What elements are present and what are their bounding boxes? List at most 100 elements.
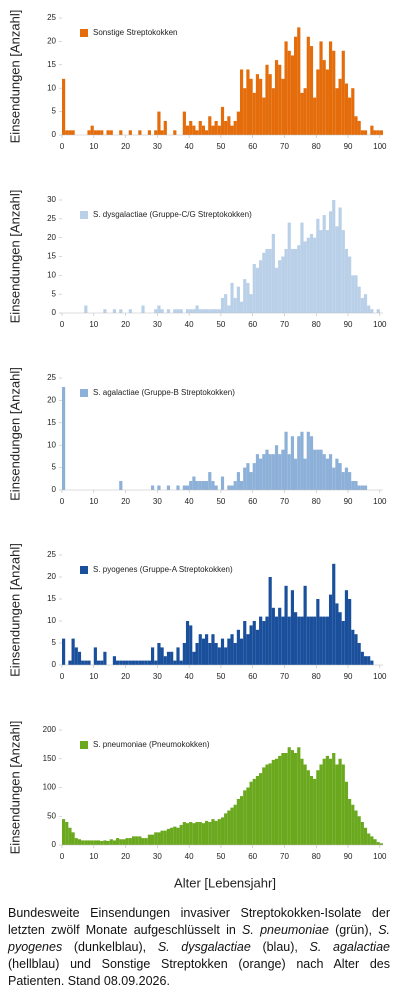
- bar: [195, 130, 199, 135]
- bar: [290, 750, 295, 845]
- bar: [185, 309, 190, 313]
- bar: [74, 647, 78, 665]
- bar: [290, 436, 295, 490]
- bar: [185, 823, 190, 845]
- legend-swatch: [80, 211, 88, 219]
- x-tick-label: 100: [373, 672, 387, 681]
- bar: [287, 222, 291, 313]
- bar: [96, 130, 101, 135]
- y-tick-label: 20: [47, 572, 56, 581]
- bar: [249, 472, 253, 490]
- bar: [265, 449, 269, 490]
- bar: [62, 386, 66, 490]
- bar: [306, 431, 310, 490]
- bar: [328, 594, 333, 665]
- x-tick-label: 60: [248, 497, 257, 506]
- bar: [294, 458, 298, 490]
- bar: [71, 832, 75, 845]
- bar: [227, 305, 231, 313]
- bar: [281, 449, 285, 490]
- bar: [297, 747, 301, 845]
- legend-label: Sonstige Streptokokken: [93, 28, 178, 37]
- bar: [198, 634, 202, 665]
- bar: [344, 781, 349, 845]
- bar: [271, 607, 275, 665]
- bar: [119, 130, 123, 135]
- y-tick-label: 50: [47, 811, 56, 820]
- bar: [192, 651, 196, 665]
- x-tick-label: 70: [280, 142, 289, 151]
- bar: [239, 301, 244, 313]
- bar: [294, 36, 298, 135]
- chart: Alter [Lebensjahr] Einsendungen [Anzahl]…: [7, 10, 387, 891]
- bar: [360, 485, 364, 490]
- bar: [220, 817, 225, 845]
- bar: [341, 621, 345, 665]
- bar: [348, 472, 352, 490]
- bar: [157, 485, 161, 490]
- bar: [173, 826, 177, 845]
- x-tick-label: 100: [373, 320, 387, 329]
- bar: [195, 305, 199, 313]
- bar: [119, 839, 123, 845]
- bar: [163, 120, 167, 135]
- bar: [322, 215, 326, 313]
- x-tick-label: 80: [312, 497, 321, 506]
- bar: [100, 660, 104, 665]
- bar: [214, 820, 218, 845]
- bar: [268, 763, 272, 845]
- bar: [173, 130, 177, 135]
- caption-text: S. agalactiae: [309, 940, 390, 954]
- bar: [287, 616, 291, 665]
- bar: [338, 463, 342, 490]
- x-tick-label: 20: [121, 142, 130, 151]
- bar: [217, 647, 221, 665]
- bar: [363, 294, 368, 313]
- y-tick-label: 25: [47, 214, 56, 223]
- x-tick-label: 0: [60, 672, 65, 681]
- legend-swatch: [80, 29, 88, 37]
- bar: [363, 656, 368, 665]
- bar: [239, 481, 244, 490]
- bar: [185, 485, 190, 490]
- bar: [173, 309, 177, 313]
- bar: [335, 458, 339, 490]
- bar: [313, 97, 317, 135]
- bar: [246, 463, 250, 490]
- bar: [84, 840, 88, 845]
- bar: [316, 770, 320, 845]
- bar: [65, 130, 69, 135]
- x-tick-label: 10: [89, 320, 98, 329]
- bar: [77, 839, 82, 845]
- bar: [119, 481, 123, 490]
- bar: [170, 827, 174, 845]
- bar: [357, 120, 361, 135]
- bar: [274, 445, 279, 490]
- bar: [348, 256, 352, 313]
- x-tick-label: 70: [280, 497, 289, 506]
- bar: [211, 819, 215, 845]
- bar: [77, 651, 82, 665]
- bar: [367, 305, 371, 313]
- bar: [157, 643, 161, 665]
- bar: [354, 275, 358, 313]
- bar: [74, 838, 78, 845]
- bar: [265, 764, 269, 845]
- x-tick-label: 90: [344, 320, 353, 329]
- x-tick-label: 40: [185, 320, 194, 329]
- y-tick-label: 15: [47, 418, 56, 427]
- y-tick-label: 150: [43, 754, 57, 763]
- bar: [122, 660, 126, 665]
- bar: [90, 125, 94, 135]
- y-tick-label: 0: [52, 130, 57, 139]
- bar: [182, 111, 186, 135]
- bar: [128, 309, 132, 313]
- bar: [220, 476, 225, 490]
- bar: [157, 111, 161, 135]
- bar: [370, 660, 374, 665]
- bar: [217, 125, 221, 135]
- bar: [224, 294, 228, 313]
- bar: [239, 69, 244, 135]
- bar: [198, 481, 202, 490]
- bar: [214, 309, 218, 313]
